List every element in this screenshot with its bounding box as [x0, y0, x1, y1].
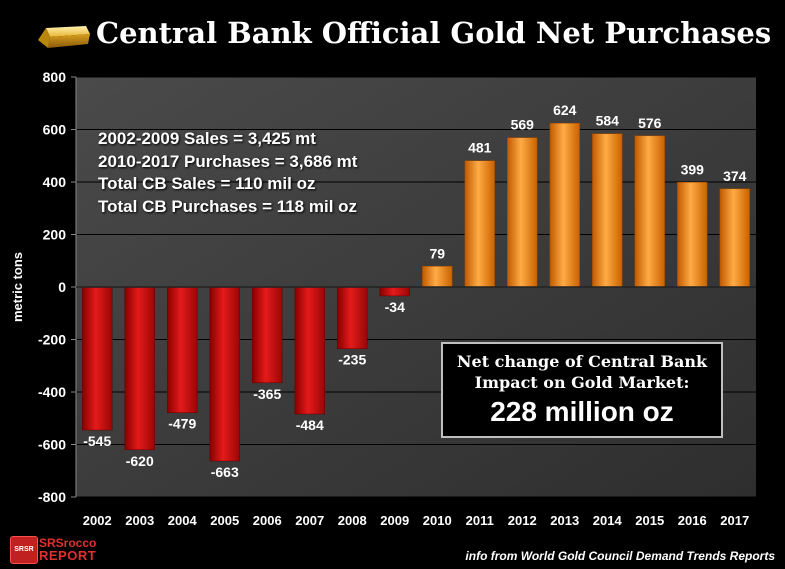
- chart-title: Central Bank Official Gold Net Purchases: [96, 16, 772, 50]
- data-label: -479: [168, 416, 196, 432]
- x-tick-label: 2016: [678, 513, 707, 528]
- x-tick-label: 2012: [508, 513, 537, 528]
- bar-2007: [294, 286, 325, 415]
- y-tick-label: -200: [38, 332, 66, 348]
- data-label: 569: [511, 117, 535, 133]
- data-label: 399: [681, 161, 705, 177]
- bar-2013: [549, 122, 580, 288]
- data-label: -365: [253, 386, 281, 402]
- x-tick-label: 2006: [253, 513, 282, 528]
- data-label: -545: [83, 433, 111, 449]
- data-label: 584: [596, 113, 620, 129]
- bar-2002: [82, 286, 113, 431]
- x-tick-label: 2010: [423, 513, 452, 528]
- y-tick-label: 800: [43, 69, 67, 85]
- srsrocco-logo: SRSR SRSrocco REPORT: [6, 533, 110, 565]
- data-label: -235: [338, 352, 366, 368]
- y-tick-label: -800: [38, 489, 66, 505]
- bar-2016: [677, 182, 708, 288]
- y-tick-label: -400: [38, 384, 66, 400]
- y-axis-label: metric tons: [10, 252, 25, 322]
- stats-line-purchases: 2010-2017 Purchases = 3,686 mt: [98, 151, 358, 171]
- net-change-callout: Net change of Central Bank Impact on Gol…: [441, 342, 723, 438]
- stats-block: 2002-2009 Sales = 3,425 mt 2010-2017 Pur…: [98, 128, 357, 218]
- y-tick-label: 0: [58, 279, 66, 295]
- bar-2010: [422, 266, 453, 288]
- x-tick-label: 2003: [125, 513, 154, 528]
- data-label: -34: [385, 299, 405, 315]
- data-label: -620: [126, 453, 154, 469]
- stats-line-total-purchases: Total CB Purchases = 118 mil oz: [98, 196, 358, 216]
- stats-line-sales: 2002-2009 Sales = 3,425 mt: [98, 129, 316, 148]
- bar-2003: [124, 286, 155, 450]
- bar-2017: [719, 188, 750, 288]
- bar-2014: [592, 133, 623, 288]
- bar-2015: [634, 135, 665, 288]
- logo-badge-icon: SRSR: [10, 536, 38, 564]
- x-tick-label: 2008: [338, 513, 367, 528]
- stats-line-total-sales: Total CB Sales = 110 mil oz: [98, 174, 316, 193]
- data-label: 79: [429, 245, 445, 261]
- x-tick-label: 2007: [295, 513, 324, 528]
- bar-2012: [507, 137, 538, 288]
- x-tick-label: 2005: [210, 513, 239, 528]
- bar-2008: [337, 286, 368, 349]
- data-label: -663: [211, 464, 239, 480]
- x-tick-label: 2015: [635, 513, 664, 528]
- gold-bar-icon: [38, 26, 90, 48]
- bar-2009: [379, 286, 410, 297]
- bar-2004: [167, 286, 198, 413]
- source-note: info from World Gold Council Demand Tren…: [465, 549, 775, 563]
- y-tick-label: -600: [38, 437, 66, 453]
- x-tick-label: 2002: [83, 513, 112, 528]
- y-tick-label: 600: [43, 122, 67, 138]
- x-tick-label: 2017: [720, 513, 749, 528]
- data-label: 481: [468, 140, 492, 156]
- bar-2006: [252, 286, 283, 384]
- data-label: 576: [638, 115, 662, 131]
- x-tick-label: 2004: [168, 513, 198, 528]
- data-label: 374: [723, 168, 747, 184]
- x-tick-label: 2014: [593, 513, 623, 528]
- callout-line1: Net change of Central Bank: [456, 352, 708, 371]
- bar-2011: [464, 160, 495, 288]
- x-tick-label: 2013: [550, 513, 579, 528]
- callout-value: 228 million oz: [490, 396, 674, 427]
- callout-line2: Impact on Gold Market:: [474, 373, 690, 392]
- title-bar: Central Bank Official Gold Net Purchases: [0, 10, 785, 60]
- data-label: -484: [296, 417, 324, 433]
- logo-text-srsrocco: SRSrocco: [39, 536, 97, 550]
- bar-2005: [209, 286, 240, 462]
- logo-text-report: REPORT: [39, 548, 97, 563]
- data-label: 624: [553, 102, 577, 118]
- x-tick-label: 2009: [380, 513, 409, 528]
- x-tick-label: 2011: [466, 513, 494, 528]
- y-tick-label: 400: [43, 174, 67, 190]
- y-tick-label: 200: [43, 227, 67, 243]
